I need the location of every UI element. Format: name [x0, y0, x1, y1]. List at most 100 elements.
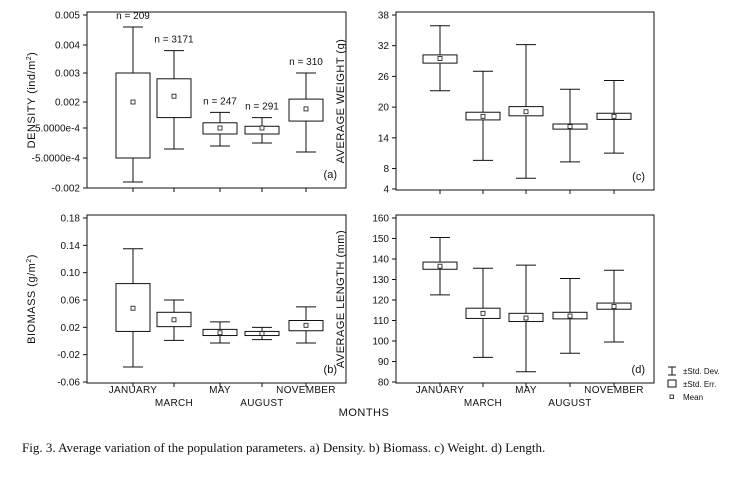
plot-frame: [395, 214, 655, 384]
mean-marker: [217, 330, 223, 336]
box-january: [115, 248, 151, 368]
mean-marker: [303, 106, 309, 112]
y-tick-label: 120: [372, 296, 389, 307]
legend-entry: ±Std. Dev.: [668, 366, 720, 376]
y-axis-title: DENSITY (ind/m2): [26, 52, 38, 149]
y-tick-label: 140: [372, 255, 389, 266]
y-tick-label: 80: [378, 378, 390, 389]
box-january: [422, 236, 458, 296]
y-tick-label: 0.002: [55, 98, 80, 109]
y-axis-title: AVERAGE LENGTH (mm): [335, 230, 347, 368]
panel-d: 80 90 100 110 120 130 140 150 160 AVERAGE LENGTH …: [335, 214, 655, 409]
mean-marker: [171, 93, 177, 99]
box-may: [508, 44, 544, 179]
box-march: [156, 299, 192, 341]
box-august: [552, 277, 588, 354]
y-tick-label: 0.02: [61, 323, 81, 334]
y-tick-label: 150: [372, 234, 389, 245]
n-annotation: n = 3171: [154, 35, 194, 46]
box-august: n = 291: [244, 102, 280, 144]
y-axis-title: AVERAGE WEIGHT (g): [335, 39, 347, 164]
box-november: [288, 306, 324, 344]
x-tick-label: MAY: [209, 385, 231, 396]
n-annotation: n = 291: [245, 102, 279, 113]
mean-marker: [567, 313, 573, 319]
mean-marker: [480, 113, 486, 119]
panel-a: -0.002 -5.0000e-4 5.0000e-4 0.002 0.003 0.004…: [26, 11, 347, 195]
mean-marker: [437, 263, 443, 269]
x-tick-label: MARCH: [155, 398, 193, 409]
y-tick-label: 26: [378, 72, 390, 83]
superscript: 2: [26, 56, 33, 60]
box-march: [465, 267, 501, 358]
x-tick-label: MAY: [515, 385, 537, 396]
box-may: [508, 264, 544, 373]
legend-label: ±Std. Dev.: [683, 367, 720, 376]
legend-box-icon: [667, 379, 677, 388]
box-may: n = 247: [202, 96, 238, 147]
panel-b: -0.06 -0.02 0.02 0.06 0.10 0.14 0.18 BIOMASS (g…: [26, 214, 347, 409]
box-august: [552, 88, 588, 163]
y-tick-label: 5.0000e-4: [35, 124, 80, 135]
chart-panels: -0.002 -5.0000e-4 5.0000e-4 0.002 0.003 0.004…: [26, 11, 655, 409]
box-november: n = 310: [288, 57, 324, 153]
y-tick-label: 4: [383, 185, 389, 196]
x-tick-label: JANUARY: [416, 385, 465, 396]
mean-marker: [303, 322, 309, 328]
x-tick-label: MARCH: [464, 398, 502, 409]
y-tick-label: 0.06: [61, 296, 81, 307]
superscript-close: ): [26, 52, 38, 56]
mean-marker: [259, 331, 265, 336]
box-november: [596, 80, 632, 154]
mean-marker: [259, 125, 265, 131]
mean-marker: [130, 305, 136, 311]
y-tick-label: 0.10: [61, 268, 81, 279]
superscript: 2: [26, 258, 33, 262]
y-axis-title: BIOMASS (g/m2): [26, 254, 38, 344]
y-tick-label: 0.004: [55, 41, 80, 52]
mean-marker: [437, 56, 443, 61]
x-tick-label: AUGUST: [548, 398, 591, 409]
mean-marker: [171, 317, 177, 323]
y-tick-label: 0.18: [61, 214, 81, 225]
y-tick-label: 20: [378, 103, 390, 114]
box-january: n = 209: [115, 11, 151, 183]
legend-entry: ±Std. Err.: [667, 379, 716, 389]
box-january: [422, 25, 458, 92]
n-annotation: n = 247: [203, 96, 237, 107]
y-tick-label: 14: [378, 133, 390, 144]
legend-label: ±Std. Err.: [683, 380, 716, 389]
y-tick-label: 32: [378, 41, 390, 52]
mean-marker: [567, 124, 573, 129]
box-august: [244, 326, 280, 341]
figure-caption: Fig. 3. Average variation of the populat…: [22, 440, 546, 455]
y-tick-label: 0.005: [55, 11, 80, 22]
y-tick-label: 0.003: [55, 69, 80, 80]
plot-frame: [395, 11, 655, 191]
legend-label: Mean: [683, 393, 703, 402]
panel-tag: (d): [632, 364, 645, 376]
box-november: [596, 269, 632, 343]
y-tick-label: 8: [383, 164, 389, 175]
se-box: [115, 72, 151, 159]
mean-marker: [611, 113, 617, 119]
x-tick-label: JANUARY: [109, 385, 158, 396]
n-annotation: n = 209: [116, 11, 150, 22]
plot-frame: [86, 214, 347, 384]
x-tick-label: NOVEMBER: [584, 385, 644, 396]
legend-entry: Mean: [669, 393, 703, 402]
legend-point-icon: [669, 394, 674, 399]
x-tick-label: NOVEMBER: [276, 385, 336, 396]
mean-marker: [130, 99, 136, 105]
y-tick-label: 110: [373, 316, 389, 327]
panel-c: 4 8 14 20 26 32 38 AVERAGE WEIGHT (g) (c): [335, 11, 655, 196]
y-tick-label: -0.002: [52, 184, 81, 195]
x-axis-title: MONTHS: [339, 407, 390, 419]
box-may: [202, 321, 238, 344]
y-tick-label: -0.06: [57, 378, 80, 389]
plot-frame: [86, 11, 347, 189]
y-tick-label: 100: [372, 337, 389, 348]
y-tick-label: 160: [372, 214, 389, 225]
x-tick-label: AUGUST: [240, 398, 283, 409]
